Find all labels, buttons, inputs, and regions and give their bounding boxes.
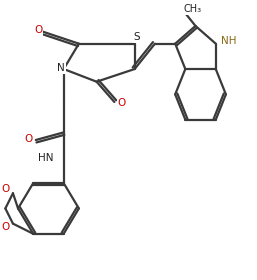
Text: S: S [134, 32, 141, 42]
Text: O: O [1, 222, 10, 232]
Text: O: O [24, 134, 32, 144]
Text: N: N [57, 63, 65, 73]
Text: HN: HN [38, 153, 54, 163]
Text: CH₃: CH₃ [184, 4, 202, 15]
Text: NH: NH [221, 36, 236, 46]
Text: O: O [118, 98, 126, 108]
Text: O: O [1, 185, 10, 194]
Text: O: O [34, 25, 42, 35]
